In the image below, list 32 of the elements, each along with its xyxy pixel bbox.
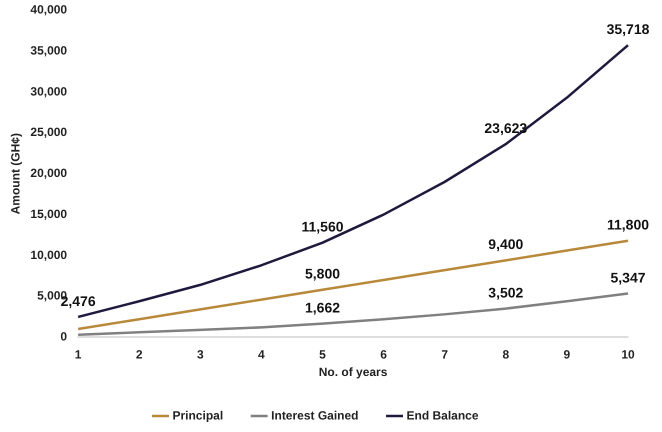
y-tick-label: 40,000 [30, 2, 68, 17]
x-tick-label: 10 [621, 348, 635, 362]
y-tick-label: 0 [60, 330, 68, 344]
data-label: 9,400 [488, 236, 524, 252]
x-axis-title: No. of years [318, 365, 388, 380]
x-tick-label: 5 [319, 348, 326, 362]
y-tick-label: 30,000 [30, 84, 68, 98]
y-tick-label: 15,000 [30, 206, 68, 221]
legend-label: Principal [172, 408, 224, 422]
data-label: 11,800 [606, 216, 650, 233]
data-label: 23,623 [484, 120, 528, 136]
x-tick-label: 4 [258, 348, 266, 362]
data-label: 5,800 [304, 266, 340, 282]
data-label: 5,347 [610, 269, 646, 286]
y-tick-label: 10,000 [30, 248, 68, 262]
legend-label: End Balance [406, 408, 479, 422]
data-label: 35,718 [606, 21, 650, 38]
x-tick-label: 6 [380, 348, 388, 362]
x-tick-label: 3 [196, 348, 204, 362]
y-tick-label: 25,000 [30, 125, 68, 140]
x-tick-label: 8 [502, 348, 510, 362]
legend-label: Interest Gained [271, 408, 359, 422]
data-label: 1,662 [304, 299, 340, 316]
y-tick-label: 20,000 [30, 166, 68, 180]
data-label: 11,560 [301, 218, 344, 235]
x-tick-label: 9 [564, 348, 571, 362]
y-axis-title: Amount (GH¢) [8, 133, 23, 214]
x-tick-label: 1 [74, 348, 82, 362]
x-tick-label: 7 [441, 348, 448, 362]
x-tick-label: 2 [136, 348, 143, 362]
y-tick-label: 35,000 [30, 43, 68, 58]
data-label: 3,502 [488, 284, 524, 300]
